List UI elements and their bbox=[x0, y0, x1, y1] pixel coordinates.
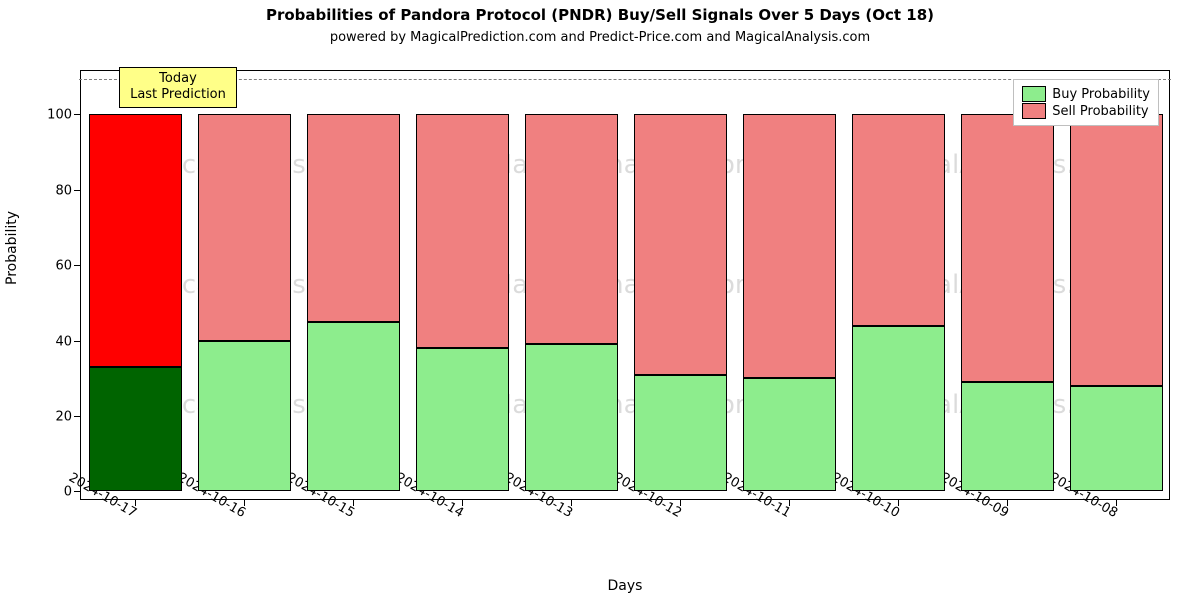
legend-swatch bbox=[1022, 86, 1046, 102]
y-tick-label: 100 bbox=[47, 108, 72, 123]
buy-bar bbox=[89, 367, 183, 491]
plot-area: MagicalAnalysis.comMagicalAnalysis.comMa… bbox=[80, 70, 1170, 500]
y-tick-label: 0 bbox=[64, 485, 72, 500]
chart-title: Probabilities of Pandora Protocol (PNDR)… bbox=[0, 6, 1200, 24]
sell-bar bbox=[852, 114, 946, 325]
callout-line-2: Last Prediction bbox=[130, 87, 226, 103]
chart-subtitle: powered by MagicalPrediction.com and Pre… bbox=[0, 30, 1200, 45]
sell-bar bbox=[198, 114, 292, 340]
buy-bar bbox=[307, 322, 401, 492]
legend-label: Sell Probability bbox=[1052, 104, 1148, 119]
sell-bar bbox=[743, 114, 837, 378]
sell-bar bbox=[1070, 114, 1164, 386]
sell-bar bbox=[961, 114, 1055, 382]
legend-item: Buy Probability bbox=[1022, 86, 1150, 102]
buy-bar bbox=[634, 375, 728, 492]
sell-bar bbox=[525, 114, 619, 344]
buy-bar bbox=[961, 382, 1055, 491]
legend: Buy Probability Sell Probability bbox=[1013, 79, 1159, 126]
buy-bar bbox=[1070, 386, 1164, 492]
buy-bar bbox=[743, 378, 837, 491]
buy-bar bbox=[852, 326, 946, 492]
sell-bar bbox=[89, 114, 183, 367]
sell-bar bbox=[307, 114, 401, 321]
legend-swatch bbox=[1022, 103, 1046, 119]
y-tick-label: 60 bbox=[55, 259, 72, 274]
x-axis-ticks: Days 2024-10-172024-10-162024-10-152024-… bbox=[80, 500, 1170, 600]
callout-line-1: Today bbox=[130, 71, 226, 87]
legend-label: Buy Probability bbox=[1052, 87, 1150, 102]
bars-layer bbox=[81, 71, 1169, 499]
chart-container: Probabilities of Pandora Protocol (PNDR)… bbox=[0, 0, 1200, 600]
today-callout: Today Last Prediction bbox=[119, 67, 237, 108]
sell-bar bbox=[634, 114, 728, 374]
legend-item: Sell Probability bbox=[1022, 103, 1150, 119]
y-tick-label: 20 bbox=[55, 410, 72, 425]
buy-bar bbox=[198, 341, 292, 492]
reference-line bbox=[79, 79, 1171, 80]
y-axis-ticks: 0 20 40 60 80 100 bbox=[0, 70, 80, 500]
y-tick-label: 80 bbox=[55, 183, 72, 198]
buy-bar bbox=[416, 348, 510, 491]
sell-bar bbox=[416, 114, 510, 348]
x-axis-label: Days bbox=[80, 578, 1170, 594]
y-tick-label: 40 bbox=[55, 334, 72, 349]
buy-bar bbox=[525, 344, 619, 491]
